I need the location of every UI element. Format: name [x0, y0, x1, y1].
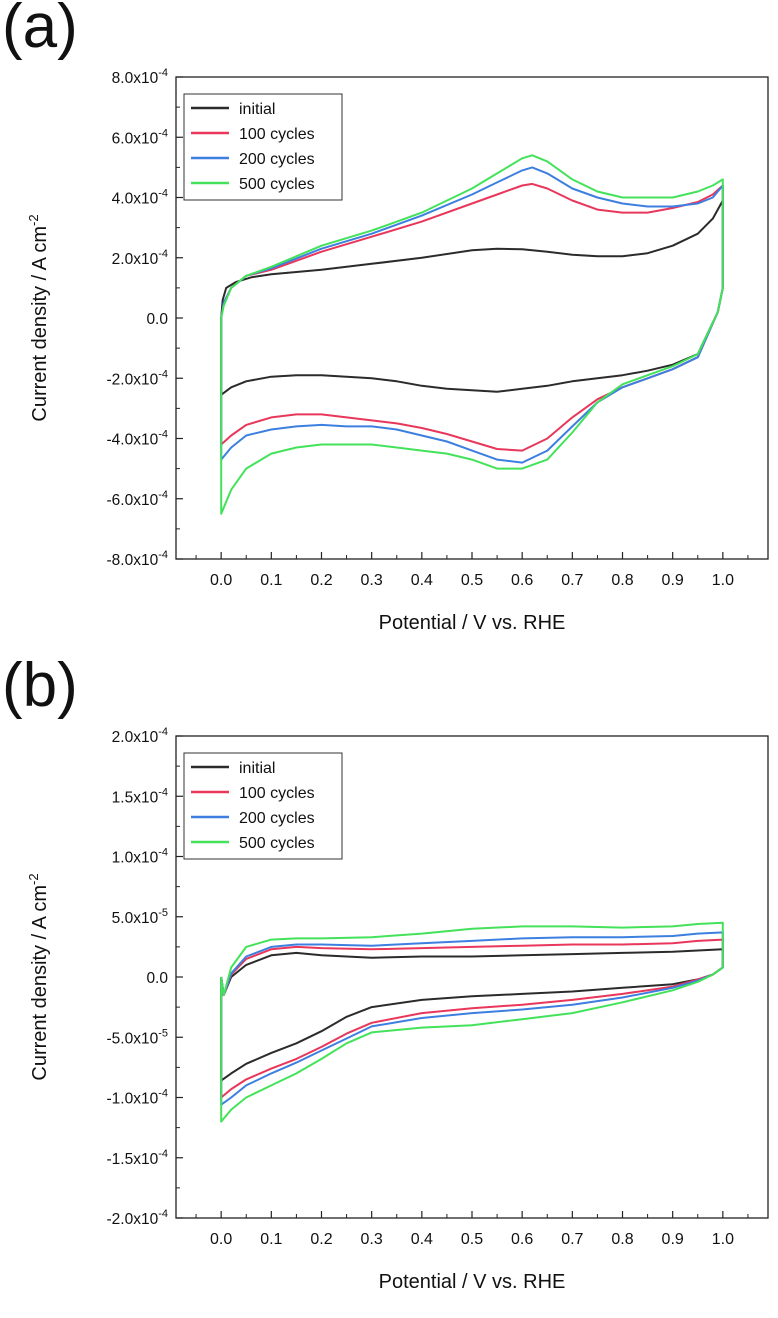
y-tick-label: 0.0 — [146, 311, 168, 328]
y-tick-label: -2.0x10-4 — [107, 368, 168, 388]
x-tick-label: 0.1 — [260, 1231, 282, 1248]
x-tick-label: 0.4 — [411, 572, 433, 589]
x-tick-label: 0.4 — [411, 1231, 433, 1248]
y-tick-label: 6.0x10-4 — [112, 127, 168, 147]
legend-label: 200 cycles — [239, 151, 315, 168]
x-tick-label: 0.1 — [260, 572, 282, 589]
y-tick-label: -1.5x10-4 — [107, 1148, 168, 1168]
x-tick-label: 0.5 — [461, 1231, 483, 1248]
panel-label: (b) — [2, 651, 78, 720]
legend: initial 100 cycles 200 cycles 500 cycles — [183, 752, 343, 860]
y-tick-label: -6.0x10-4 — [107, 489, 168, 509]
y-tick-label: 8.0x10-4 — [112, 67, 168, 87]
legend-label: 100 cycles — [239, 785, 315, 802]
series-line-500-cycles — [220, 154, 724, 515]
x-tick-label: 0.2 — [310, 572, 332, 589]
x-axis-title: Potential / V vs. RHE — [379, 612, 566, 634]
legend-label: initial — [239, 760, 275, 777]
x-tick-label: 1.0 — [712, 572, 734, 589]
cv-chart-a: 8.0x10-4 6.0x10-4 4.0x10-4 2.0x10-4 0.0 -2.0x… — [26, 67, 769, 634]
series-line-200-cycles — [220, 931, 724, 1106]
x-tick-label: 0.6 — [511, 1231, 533, 1248]
chart-panel-a: (a) 8.0x10-4 6.0x10-4 4.0x10-4 2.0x10-4 0.0 -… — [2, 0, 769, 634]
series-line-initial — [220, 199, 724, 396]
y-tick-label: -8.0x10-4 — [107, 549, 168, 569]
y-axis-title: Current density / A cm-2 — [26, 214, 51, 421]
x-tick-label: 0.0 — [210, 572, 232, 589]
y-tick-label: 2.0x10-4 — [112, 726, 168, 746]
legend: initial 100 cycles 200 cycles 500 cycles — [183, 93, 343, 201]
x-tick-label: 1.0 — [712, 1231, 734, 1248]
series-line-500-cycles — [220, 921, 724, 1123]
x-tick-label: 0.2 — [310, 1231, 332, 1248]
cv-chart-b: 2.0x10-4 1.5x10-4 1.0x10-4 5.0x10-5 0.0 -5.0x… — [26, 726, 769, 1293]
chart-panel-b: (b) 2.0x10-4 1.5x10-4 1.0x10-4 5.0x10-5 0.0-… — [0, 655, 778, 1318]
legend-label: 100 cycles — [239, 126, 315, 143]
y-tick-label: -1.0x10-4 — [107, 1088, 168, 1108]
x-tick-label: 0.9 — [662, 572, 684, 589]
panel-label: (a) — [2, 0, 78, 61]
y-tick-label: 5.0x10-5 — [112, 907, 168, 927]
legend-label: 500 cycles — [239, 835, 315, 852]
series-line-initial — [220, 948, 724, 1082]
x-tick-label: 0.6 — [511, 572, 533, 589]
x-tick-label: 0.9 — [662, 1231, 684, 1248]
x-tick-label: 0.8 — [611, 572, 633, 589]
y-tick-label: -5.0x10-5 — [107, 1027, 168, 1047]
y-tick-label: 1.5x10-4 — [112, 786, 168, 806]
y-tick-label: -2.0x10-4 — [107, 1208, 168, 1228]
x-tick-label: 0.0 — [210, 1231, 232, 1248]
y-tick-label: 1.0x10-4 — [112, 847, 168, 867]
x-tick-label: 0.3 — [361, 572, 383, 589]
legend-label: 200 cycles — [239, 810, 315, 827]
legend-label: 500 cycles — [239, 176, 315, 193]
y-tick-label: -4.0x10-4 — [107, 429, 168, 449]
y-tick-label: 0.0 — [146, 970, 168, 987]
x-tick-label: 0.8 — [611, 1231, 633, 1248]
x-tick-label: 0.7 — [561, 572, 583, 589]
series-line-100-cycles — [220, 182, 724, 452]
y-tick-label: 4.0x10-4 — [112, 188, 168, 208]
x-axis-title: Potential / V vs. RHE — [379, 1271, 566, 1293]
x-tick-label: 0.7 — [561, 1231, 583, 1248]
x-tick-label: 0.5 — [461, 572, 483, 589]
y-tick-label: 2.0x10-4 — [112, 248, 168, 268]
x-tick-label: 0.3 — [361, 1231, 383, 1248]
legend-label: initial — [239, 101, 275, 118]
y-axis-title: Current density / A cm-2 — [26, 873, 51, 1080]
